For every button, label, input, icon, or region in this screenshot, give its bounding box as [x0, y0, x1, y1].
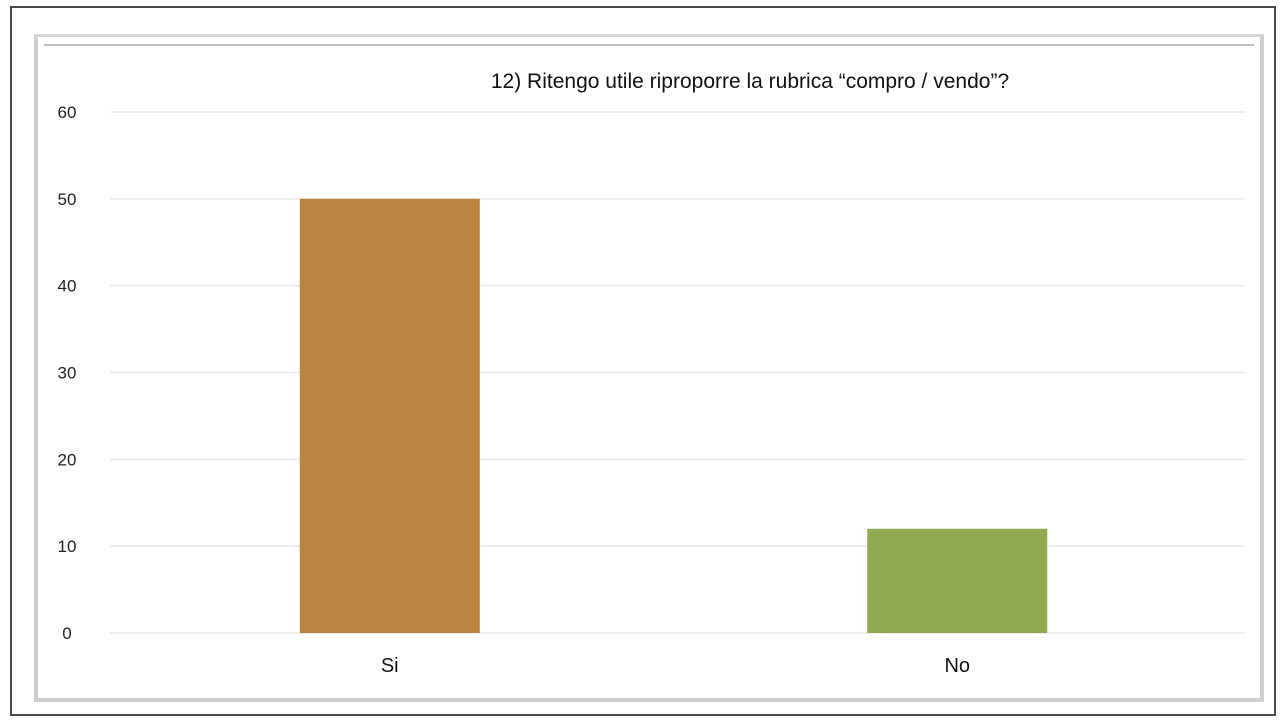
- bar-si: [300, 199, 480, 633]
- y-tick-label-20: 20: [58, 450, 77, 469]
- y-tick-label-30: 30: [58, 364, 77, 383]
- x-tick-label-no: No: [944, 655, 970, 677]
- y-tick-label-40: 40: [58, 277, 77, 296]
- y-tick-label-10: 10: [58, 537, 77, 556]
- y-tick-label-0: 0: [62, 624, 71, 643]
- y-tick-label-60: 60: [58, 103, 77, 122]
- x-tick-label-si: Si: [381, 655, 399, 677]
- bar-no: [867, 529, 1047, 633]
- y-tick-label-50: 50: [58, 190, 77, 209]
